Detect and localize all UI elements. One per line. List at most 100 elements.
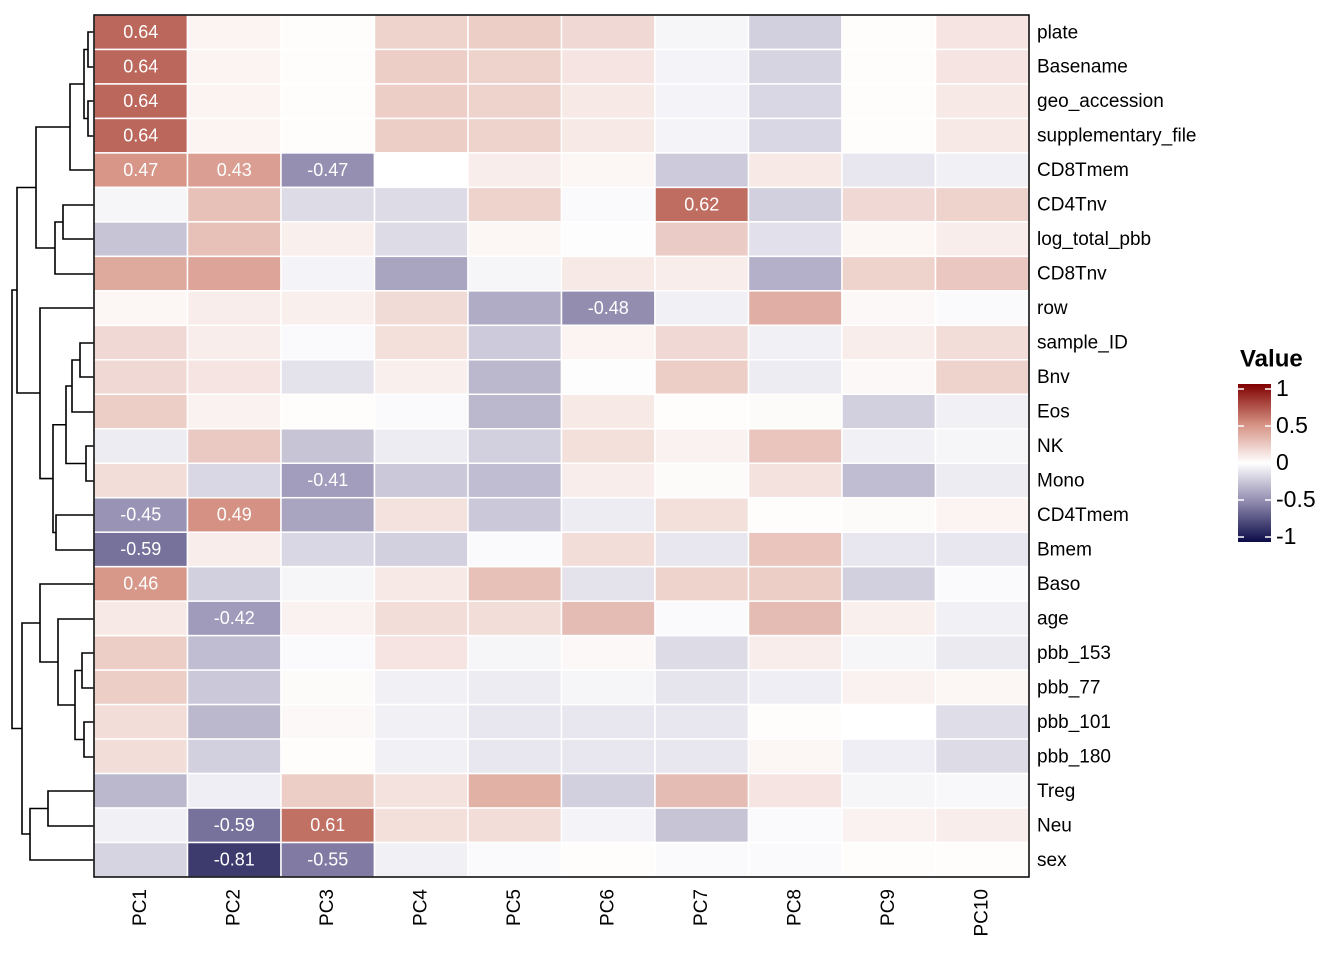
cell (93, 186, 189, 223)
cell (467, 841, 563, 878)
cell (747, 83, 843, 120)
row-label: Eos (1037, 402, 1070, 423)
cell (467, 290, 563, 327)
cell (186, 496, 282, 533)
cell (654, 186, 750, 223)
row-label: pbb_77 (1037, 677, 1100, 698)
cell (467, 669, 563, 706)
cell (747, 496, 843, 533)
cell (467, 152, 563, 189)
cell (934, 221, 1030, 258)
cell (747, 738, 843, 775)
cell-label: -0.41 (307, 470, 348, 490)
cell (560, 359, 656, 396)
cell (467, 600, 563, 637)
row-label: pbb_101 (1037, 712, 1111, 733)
cell (280, 462, 376, 499)
column-label: PC9 (878, 889, 899, 926)
cell (560, 634, 656, 671)
cell (373, 531, 469, 568)
cell-label: 0.43 (217, 160, 252, 180)
cell (467, 48, 563, 85)
cell (93, 772, 189, 809)
cell (560, 841, 656, 878)
cell (841, 496, 937, 533)
cell (654, 669, 750, 706)
cell (373, 393, 469, 430)
column-label: PC2 (223, 889, 244, 926)
cell (747, 221, 843, 258)
cell (280, 428, 376, 464)
cell (280, 14, 376, 51)
row-label: CD4Tnv (1037, 195, 1107, 216)
cell (373, 738, 469, 775)
cell (934, 290, 1030, 327)
cell (841, 14, 937, 51)
cell (93, 48, 189, 85)
cell (280, 290, 376, 327)
cell (186, 152, 282, 189)
cell (186, 462, 282, 499)
cell (373, 117, 469, 154)
cell (280, 531, 376, 568)
cell (93, 324, 189, 361)
cell (280, 772, 376, 809)
cell (934, 152, 1030, 189)
cell (654, 48, 750, 85)
cell (93, 841, 189, 878)
cell (934, 772, 1030, 809)
cell (467, 738, 563, 775)
column-label: PC8 (784, 889, 805, 926)
cell-label: -0.48 (588, 298, 629, 318)
cell (467, 14, 563, 51)
cell (654, 117, 750, 154)
cell (93, 807, 189, 844)
cell (841, 462, 937, 499)
cell (747, 359, 843, 396)
cell (747, 428, 843, 464)
cell (934, 565, 1030, 602)
cell (560, 83, 656, 120)
cell (934, 324, 1030, 361)
cell (186, 48, 282, 85)
legend-title: Value (1240, 345, 1303, 372)
row-label: Bmem (1037, 539, 1092, 560)
row-label: CD8Tmem (1037, 160, 1129, 181)
cell (467, 255, 563, 292)
cell (93, 255, 189, 292)
cell (841, 600, 937, 637)
cell (654, 324, 750, 361)
cell (560, 565, 656, 602)
cell (467, 324, 563, 361)
cell (373, 496, 469, 533)
cell (747, 807, 843, 844)
cell (373, 359, 469, 396)
cell (373, 703, 469, 740)
cell (280, 669, 376, 706)
row-label: Mono (1037, 470, 1085, 491)
cell (747, 841, 843, 878)
cell (373, 669, 469, 706)
cell (373, 152, 469, 189)
cell (280, 221, 376, 258)
cell (654, 428, 750, 464)
cell (186, 565, 282, 602)
cell (93, 738, 189, 775)
cell (280, 393, 376, 430)
cell-label: -0.47 (307, 160, 348, 180)
cell (934, 83, 1030, 120)
cell (373, 290, 469, 327)
cell (747, 531, 843, 568)
cell (841, 255, 937, 292)
cell (654, 290, 750, 327)
cell (841, 117, 937, 154)
cell (186, 117, 282, 154)
cell (373, 565, 469, 602)
column-label: PC4 (410, 889, 431, 926)
cell (560, 807, 656, 844)
legend-tick-label: -0.5 (1276, 486, 1316, 512)
cell (467, 186, 563, 223)
cell (747, 186, 843, 223)
cell (841, 186, 937, 223)
cell-label: 0.64 (123, 91, 158, 111)
